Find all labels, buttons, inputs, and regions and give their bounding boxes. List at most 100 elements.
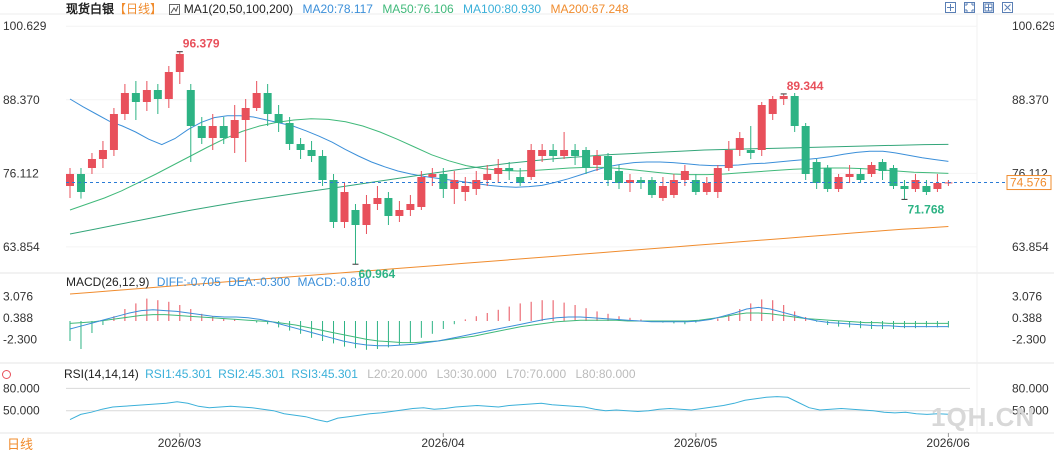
candle-body xyxy=(66,174,74,186)
zoom-in-icon[interactable] xyxy=(945,2,956,13)
period-label[interactable]: 【日线】 xyxy=(114,2,163,16)
main-header: 现货白银【日线】 MA1(20,50,100,200) MA20:78.117 … xyxy=(66,2,629,16)
candle-body xyxy=(120,93,129,114)
candle-body xyxy=(362,204,371,225)
high-annotation: 96.379 xyxy=(183,37,220,51)
l70-value: L70:70.000 xyxy=(506,367,567,381)
low-annotation: 71.768 xyxy=(907,202,944,216)
candle-body xyxy=(779,96,788,99)
candle-body xyxy=(516,177,525,183)
candle-body xyxy=(571,150,580,156)
candle-body xyxy=(285,123,294,144)
candle-body xyxy=(900,186,909,189)
candle-body xyxy=(142,90,151,102)
candle-body xyxy=(856,174,865,180)
macd-tick-label-right: 3.076 xyxy=(1012,289,1042,303)
candle-body xyxy=(878,162,887,171)
macd-value: MACD:-0.810 xyxy=(297,275,371,289)
candle-body xyxy=(615,171,623,183)
candle-body xyxy=(658,186,667,198)
macd-tick-label-right: 0.388 xyxy=(1012,311,1042,325)
candle-body xyxy=(933,183,942,189)
candle-body xyxy=(527,150,536,177)
candle-body xyxy=(757,105,766,150)
ma20-value: MA20:78.117 xyxy=(302,2,373,16)
candle-body xyxy=(296,144,305,150)
macd-tick-label-left: 0.388 xyxy=(3,311,33,325)
candle-body xyxy=(582,150,591,168)
candle-body xyxy=(219,126,228,138)
candle-body xyxy=(439,174,448,189)
diff-value: DIFF:-0.705 xyxy=(156,275,221,289)
grid-icon[interactable] xyxy=(983,2,994,13)
candle-body xyxy=(461,186,470,192)
candle-body xyxy=(647,180,656,195)
candle-body xyxy=(395,210,404,216)
candle-body xyxy=(823,168,832,189)
rsi-label: RSI(14,14,14) xyxy=(64,367,139,381)
l20-value: L20:20.000 xyxy=(367,367,428,381)
candle-body xyxy=(724,150,733,168)
candle-body xyxy=(406,204,415,210)
macd-tick-label-right: -2.300 xyxy=(1012,332,1046,346)
rsi-tick-label-left: 50.000 xyxy=(3,404,40,418)
ma-settings-icon[interactable] xyxy=(169,4,181,15)
current-price-tag xyxy=(1006,175,1052,191)
macd-header: MACD(26,12,9) DIFF:-0.705 DEA:-0.300 MAC… xyxy=(66,275,370,289)
x-tick-label: 2026/06 xyxy=(926,436,970,450)
watermark: 1QH.CN xyxy=(931,402,1036,432)
candle-body xyxy=(669,180,678,195)
ma-label: MA1(20,50,100,200) xyxy=(183,2,294,16)
current-price-label: 74.576 xyxy=(1010,176,1047,190)
candle-body xyxy=(494,168,503,174)
price-tick-label-left: 76.112 xyxy=(3,166,39,180)
candle-body xyxy=(252,93,261,108)
candle-body xyxy=(593,156,602,165)
ma200-value: MA200:67.248 xyxy=(550,2,629,16)
candle-body xyxy=(274,114,283,123)
candle-body xyxy=(373,198,382,204)
candle-body xyxy=(329,180,338,222)
candle-body xyxy=(417,177,426,207)
dea-value: DEA:-0.300 xyxy=(228,275,291,289)
x-tick-label: 2026/04 xyxy=(421,436,465,450)
candle-body xyxy=(186,90,195,126)
candle-body xyxy=(318,156,327,180)
candle-body xyxy=(691,180,700,192)
candle-body xyxy=(384,198,393,216)
candle-body xyxy=(230,120,239,138)
l80-value: L80:80.000 xyxy=(575,367,636,381)
candle-body xyxy=(680,171,689,180)
period-button[interactable]: 日线 xyxy=(7,438,33,452)
fullscreen-icon[interactable] xyxy=(964,2,975,13)
candle-body xyxy=(922,186,931,192)
macd-plot: 3.076 3.076 0.388 0.388 -2.300 -2.300 xyxy=(3,289,1046,350)
candle-body xyxy=(197,126,206,138)
rsi-tick-label-left: 80.000 xyxy=(3,381,40,395)
candle-body xyxy=(87,159,96,168)
candle-body xyxy=(98,150,107,159)
candle-body xyxy=(768,99,777,114)
candle-body xyxy=(241,108,250,120)
price-tick-label-right: 100.629 xyxy=(1012,19,1054,33)
candle-body xyxy=(636,180,645,183)
candle-body xyxy=(834,177,843,189)
l30-value: L30:30.000 xyxy=(436,367,497,381)
price-tick-label-left: 88.370 xyxy=(3,93,40,107)
candle-body xyxy=(450,180,459,189)
candle-body xyxy=(131,93,140,102)
price-tick-label-left: 100.629 xyxy=(3,19,47,33)
candle-body xyxy=(867,165,876,174)
rsi-tick-label-right: 50.000 xyxy=(1012,404,1049,418)
candle-body xyxy=(340,192,349,222)
refresh-icon[interactable] xyxy=(2,370,11,379)
dea-line xyxy=(69,312,949,344)
candle-body xyxy=(889,168,898,186)
candle-body xyxy=(153,90,162,99)
close-icon[interactable] xyxy=(1002,2,1013,13)
high-annotation: 89.344 xyxy=(787,79,824,93)
period-button-label[interactable]: 日线 xyxy=(7,437,34,452)
candle-body xyxy=(845,174,854,177)
